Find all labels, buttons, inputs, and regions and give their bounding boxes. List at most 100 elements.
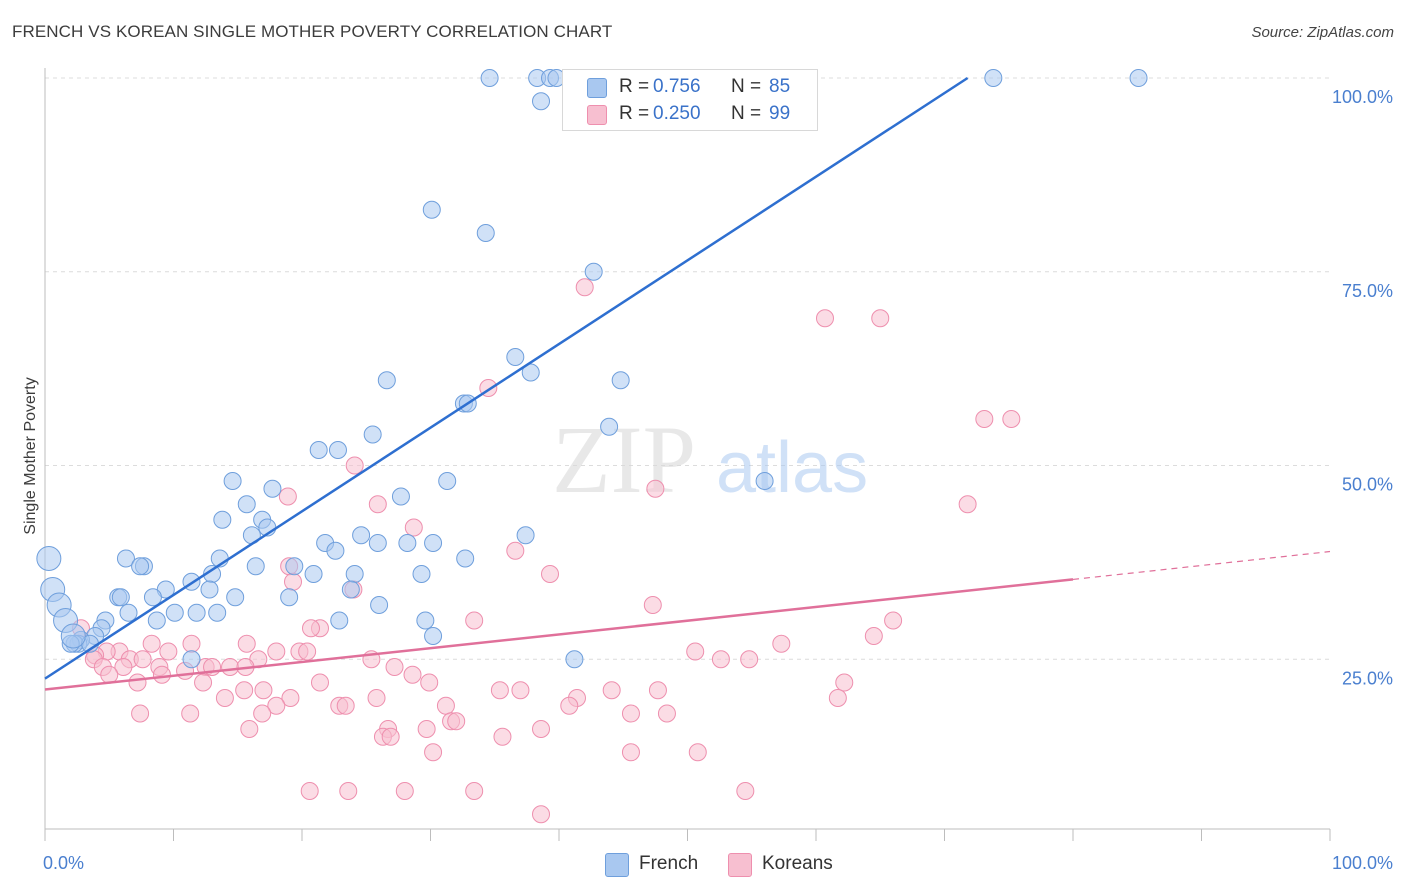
koreans-point [621,704,640,723]
french-point [263,479,282,498]
koreans-point [381,727,400,746]
koreans-point [128,673,147,692]
koreans-point [541,565,560,583]
legend-label-koreans: Koreans [762,853,833,874]
french-point [60,623,86,649]
watermark-atlas: atlas [716,428,868,508]
koreans-point [152,665,171,684]
koreans-point [532,805,551,824]
koreans-point [182,634,201,653]
koreans-point [511,681,530,700]
koreans-point [300,782,319,800]
chart-title: FRENCH VS KOREAN SINGLE MOTHER POVERTY C… [12,22,613,41]
koreans-point [532,720,551,738]
french-point [391,487,410,506]
french-point [424,627,443,645]
legend-n-value: 85 [769,76,791,97]
koreans-point [493,727,512,746]
koreans-point [368,495,387,514]
axes [44,68,1331,841]
koreans-point [336,696,355,715]
koreans-point [267,642,286,661]
source-credit: Source: ZipAtlas.com [1251,24,1394,41]
koreans-point [602,681,621,700]
french-point [565,650,584,669]
legend-swatch-koreans [728,853,752,877]
watermark-zip: ZIP [552,406,696,513]
french-point [584,262,603,281]
watermark: ZIP atlas [552,406,868,513]
koreans-point [267,696,286,715]
french-point [36,546,62,571]
y-tick-label: 50.0% [1342,475,1393,495]
koreans-point [345,456,364,475]
koreans-point [281,689,300,707]
french-point [532,92,551,111]
y-tick-labels: 25.0% 50.0% 75.0% 100.0% [1332,87,1393,688]
koreans-point [958,495,977,514]
koreans-point [395,782,414,800]
koreans-point [740,650,759,669]
french-point [213,510,232,529]
french-point [416,611,435,630]
french-point [341,580,360,599]
french-point [984,69,1003,87]
koreans-point [298,642,317,661]
koreans-point [278,487,297,506]
x-tick-label-max: 100.0% [1332,853,1393,873]
koreans-point [772,634,791,653]
koreans-point [643,596,662,614]
french-point [326,541,345,560]
koreans-point [465,611,484,630]
french-point [370,596,389,614]
koreans-points [71,278,1021,824]
french-point [377,371,396,390]
french-point [208,603,227,622]
koreans-point [385,658,404,676]
legend-n-label: N = [731,103,762,124]
koreans-point [240,720,259,738]
koreans-point [301,619,320,638]
french-point [521,363,540,382]
koreans-point [686,642,705,661]
french-point [111,588,130,607]
y-tick-label: 100.0% [1332,87,1393,107]
koreans-point [159,642,178,661]
french-point [345,565,364,583]
koreans-point [447,712,466,731]
koreans-point [711,650,730,669]
french-point [246,557,265,576]
french-trendline [44,76,969,680]
koreans-point [884,611,903,630]
koreans-point [417,720,436,738]
legend-n-value: 99 [769,103,791,124]
koreans-point [506,541,525,560]
koreans-point [254,681,273,700]
french-point [424,534,443,552]
french-point [131,557,150,576]
french-point [304,565,323,583]
koreans-point [403,665,422,684]
koreans-point [310,673,329,692]
koreans-point [490,681,509,700]
french-point [456,549,475,568]
y-axis-label: Single Mother Poverty [22,377,39,534]
koreans-point [367,689,386,707]
french-point [285,557,304,576]
french-point [506,348,525,366]
french-point [223,472,242,490]
french-point [330,611,349,630]
french-point [119,603,138,622]
koreans-point [835,673,854,692]
koreans-point [657,704,676,723]
legend-label-french: French [639,853,699,874]
koreans-point [100,665,119,684]
koreans-point [339,782,358,800]
french-point [368,534,387,552]
y-tick-label: 75.0% [1342,281,1393,301]
koreans-point [404,518,423,537]
koreans-point [871,309,890,328]
koreans-point [688,743,707,762]
koreans-point [237,634,256,653]
